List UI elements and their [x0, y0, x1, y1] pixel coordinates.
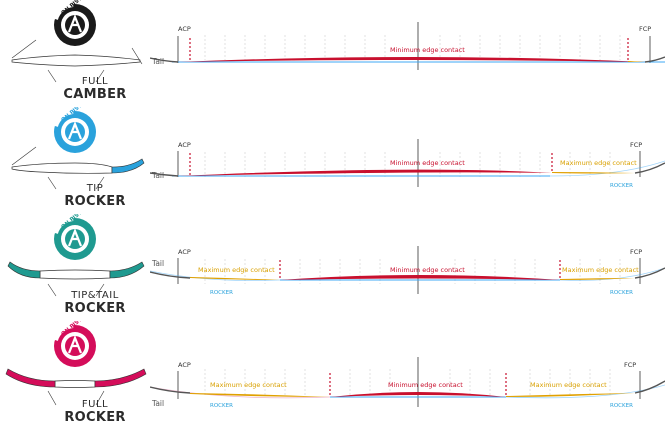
- profile-title-line1: FULL: [81, 76, 109, 87]
- tail-label: Tail: [151, 259, 164, 268]
- profile-title-line2: ROCKER: [64, 301, 126, 316]
- rocker-label-left: ROCKER: [210, 403, 233, 409]
- fcp-label: FCP: [630, 248, 642, 256]
- rocker-label-right: ROCKER: [610, 290, 633, 296]
- max-contact-label-right: Maximum edge contact: [530, 381, 607, 389]
- profile-title-line1: FULL: [81, 399, 109, 410]
- rocker-label-right: ROCKER: [610, 403, 633, 409]
- on-piste-logo-icon: ON PISTE: [52, 0, 96, 46]
- tail-label: Tail: [151, 399, 164, 408]
- acp-label: ACP: [178, 361, 191, 369]
- rocker-label: ROCKER: [610, 183, 633, 189]
- profile-row-full-rocker: ON PISTE FULL ROCKER: [0, 321, 665, 428]
- tail-label: Tail: [151, 57, 164, 66]
- min-contact-label: Minimum edge contact: [390, 46, 465, 54]
- fcp-label: FCP: [624, 361, 636, 369]
- on-piste-logo-icon: ON PISTE: [52, 107, 96, 153]
- tail-label: Tail: [151, 171, 164, 180]
- on-piste-logo-icon: ON PISTE: [52, 321, 96, 367]
- tip-rocker-profile-graph: Tail ACP FCP Minimum edge contact Maximu…: [150, 139, 665, 189]
- tip-rocker-diagram: ON PISTE: [11, 107, 145, 190]
- ski-shape-icon: [11, 162, 113, 174]
- profile-title-line2: CAMBER: [63, 87, 127, 102]
- ski-shape-icon: [54, 380, 96, 388]
- profile-title-line1: TIP: [86, 183, 104, 194]
- full-rocker-profile-graph: Tail ACP FCP Minimum edge contact Maximu…: [150, 357, 665, 409]
- fcp-label: FCP: [630, 141, 642, 149]
- full-rocker-diagram: ON PISTE: [5, 321, 147, 406]
- acp-label: ACP: [178, 248, 191, 256]
- profile-row-tiptail-rocker: ON PISTE TIP&TAIL ROCKER: [0, 214, 665, 321]
- full-camber-diagram: ON PISTE: [11, 0, 143, 83]
- rocker-label-left: ROCKER: [210, 290, 233, 296]
- gridlines: [204, 152, 611, 177]
- tiptail-rocker-diagram: ON PISTE: [7, 214, 145, 297]
- gridlines: [204, 369, 611, 396]
- max-contact-label: Maximum edge contact: [560, 159, 637, 167]
- profile-row-full-camber: ON PISTE FULL CAMBER: [0, 0, 665, 107]
- fcp-label: FCP: [639, 25, 651, 33]
- on-piste-logo-icon: ON PISTE: [52, 214, 96, 260]
- max-contact-label-left: Maximum edge contact: [210, 381, 287, 389]
- tiptail-rocker-profile-graph: Tail ACP FCP Minimum edge contact Maximu…: [150, 246, 665, 296]
- acp-label: ACP: [178, 25, 191, 33]
- profile-row-tip-rocker: ON PISTE TIP ROCKER: [0, 107, 665, 214]
- acp-label: ACP: [178, 141, 191, 149]
- min-contact-label: Minimum edge contact: [390, 266, 465, 274]
- profile-title-line1: TIP&TAIL: [71, 290, 119, 301]
- gridlines: [204, 35, 621, 60]
- min-contact-label: Minimum edge contact: [390, 159, 465, 167]
- ski-shape-icon: [39, 269, 111, 280]
- ski-shape-icon: [11, 54, 141, 67]
- profile-title-line2: ROCKER: [64, 410, 126, 425]
- profile-title-line2: ROCKER: [64, 194, 126, 209]
- max-contact-label-right: Maximum edge contact: [562, 266, 639, 274]
- min-contact-label: Minimum edge contact: [388, 381, 463, 389]
- max-contact-label-left: Maximum edge contact: [198, 266, 275, 274]
- full-camber-profile-graph: Tail ACP FCP Minimum edge contact: [150, 22, 665, 70]
